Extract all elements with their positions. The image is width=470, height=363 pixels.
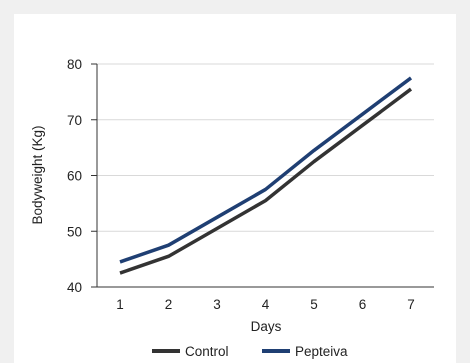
axes [91, 63, 434, 288]
legend: Control Pepteiva [152, 344, 348, 359]
gridlines [97, 63, 434, 232]
y-tick-60: 60 [67, 169, 82, 184]
x-tick-5: 5 [310, 297, 318, 312]
x-tick-3: 3 [213, 297, 221, 312]
x-tick-4: 4 [262, 297, 270, 312]
y-tick-50: 50 [67, 224, 82, 239]
series-lines [119, 76, 413, 275]
legend-label-pepteiva: Pepteiva [295, 344, 348, 359]
y-tick-40: 40 [67, 280, 82, 295]
x-tick-6: 6 [359, 297, 367, 312]
x-tick-labels: 1 2 3 4 5 6 7 [116, 297, 415, 312]
x-axis-title: Days [251, 319, 282, 334]
legend-label-control: Control [185, 344, 229, 359]
y-tick-70: 70 [67, 113, 82, 128]
y-axis-title: Bodyweight (Kg) [30, 125, 45, 224]
y-tick-80: 80 [67, 57, 82, 72]
chart-card [14, 14, 456, 363]
x-tick-2: 2 [165, 297, 173, 312]
x-tick-7: 7 [407, 297, 415, 312]
series-line-control [119, 87, 413, 275]
y-tick-labels: 40 50 60 70 80 [67, 57, 82, 295]
x-tick-1: 1 [116, 297, 124, 312]
series-line-pepteiva [119, 76, 413, 264]
